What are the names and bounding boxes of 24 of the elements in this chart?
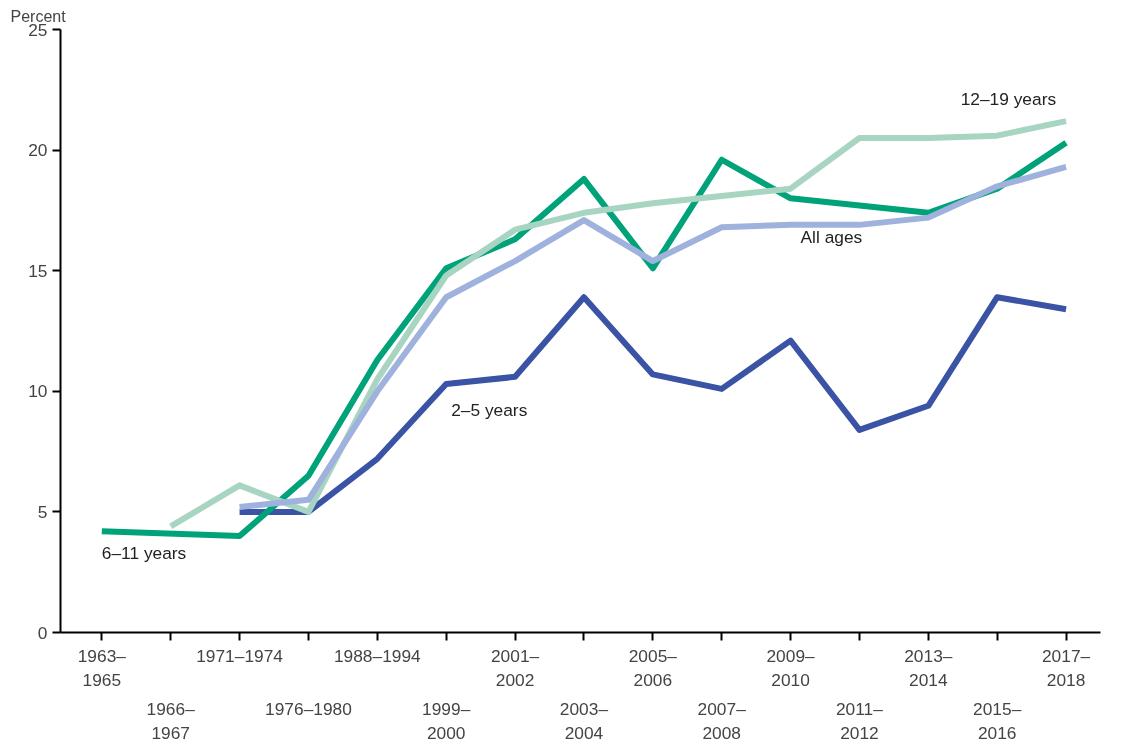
x-tick-label: 2005– 2006 xyxy=(628,645,678,690)
x-tick-label: 1966– 1967 xyxy=(146,698,196,743)
x-tick-label: 1988–1994 xyxy=(333,645,422,666)
series-label: 2–5 years xyxy=(451,400,528,421)
series-label: 12–19 years xyxy=(960,89,1057,110)
y-tick-label: 20 xyxy=(28,140,48,161)
series-label: All ages xyxy=(800,226,863,247)
y-tick-label: 10 xyxy=(28,381,48,402)
x-tick-label: 2009– 2010 xyxy=(766,645,816,690)
x-tick-label: 2017– 2018 xyxy=(1041,645,1091,690)
x-tick-label: 1976–1980 xyxy=(265,698,352,719)
x-tick-label: 2003– 2004 xyxy=(559,698,609,743)
x-tick-label: 2011– 2012 xyxy=(835,698,884,743)
y-tick-label: 15 xyxy=(28,260,48,281)
x-tick-label: 1963– 1965 xyxy=(77,645,127,690)
x-tick-label: 1971–1974 xyxy=(196,645,284,666)
series-label: 6–11 years xyxy=(101,543,187,564)
x-tick-label: 1999– 2000 xyxy=(422,698,471,743)
x-tick-label: 2007– 2008 xyxy=(697,698,747,743)
y-tick-label: 0 xyxy=(37,622,48,643)
x-tick-label: 2001– 2002 xyxy=(490,645,540,690)
y-tick-label: 5 xyxy=(37,501,48,522)
x-tick-label: 2013– 2014 xyxy=(904,645,953,690)
x-tick-label: 2015– 2016 xyxy=(973,698,1022,743)
